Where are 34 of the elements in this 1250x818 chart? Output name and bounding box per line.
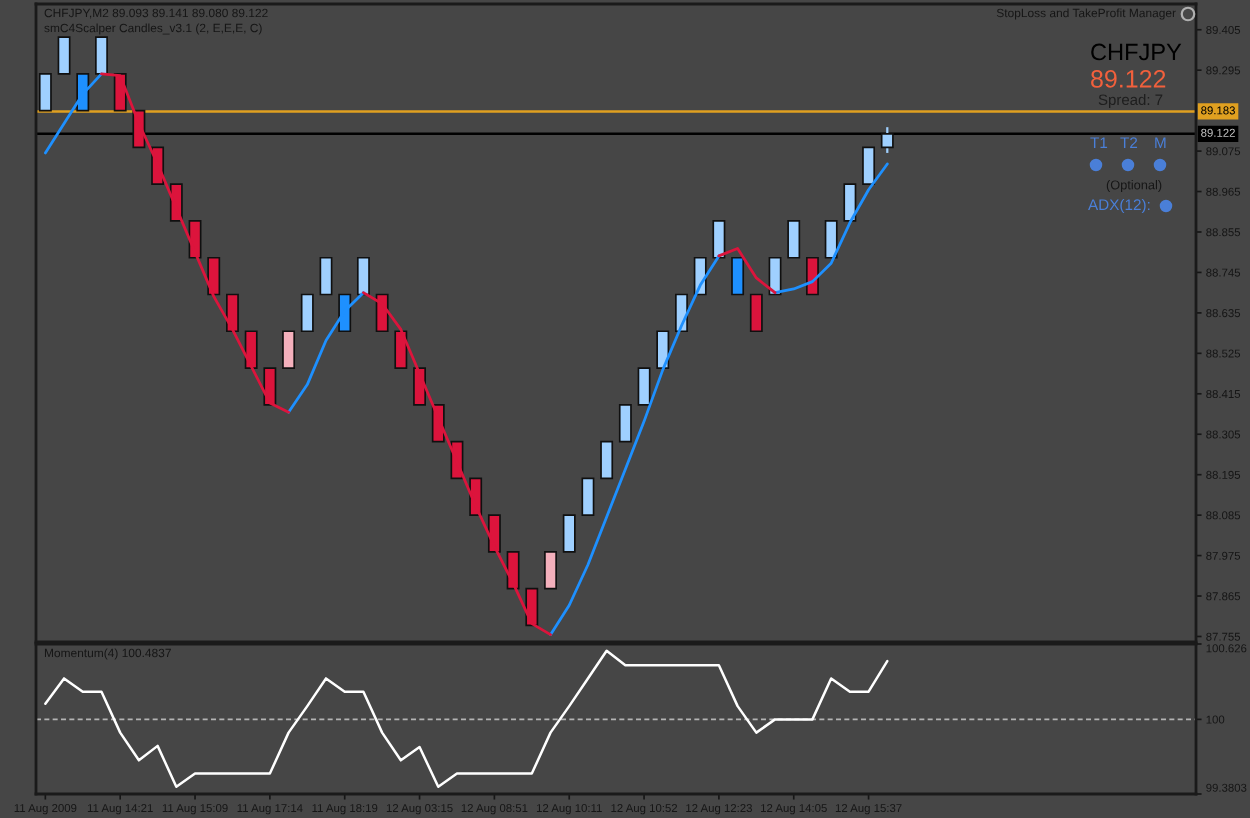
candlestick: [95, 36, 108, 75]
candlestick: [843, 183, 857, 222]
candlestick: [207, 256, 221, 296]
candlestick: [656, 330, 670, 369]
annotation: CHFJPY: [1091, 43, 1182, 61]
candlestick: [300, 293, 314, 333]
candlestick: [413, 367, 426, 406]
candlestick: [824, 220, 838, 259]
candlestick: [282, 330, 296, 369]
candlestick: [319, 256, 333, 296]
candlestick: [600, 440, 614, 480]
candlestick: [618, 403, 632, 443]
candlestick: [244, 330, 258, 369]
candlestick: [562, 514, 576, 553]
candlestick: [787, 220, 801, 259]
candlestick: [731, 256, 745, 296]
candlestick: [226, 293, 239, 333]
candlestick: [263, 367, 277, 406]
candlestick: [880, 126, 894, 155]
candlestick: [712, 220, 726, 259]
annotation: 89.122: [1091, 70, 1166, 88]
candlestick: [862, 146, 876, 186]
candlestick: [57, 36, 71, 75]
candlestick: [581, 477, 595, 516]
candlestick: [637, 367, 651, 406]
candlestick: [487, 514, 501, 553]
candlestick: [544, 551, 557, 590]
candlestick: [749, 293, 763, 333]
candlestick: [506, 551, 520, 590]
candlestick: [375, 293, 389, 333]
candlestick: [394, 330, 408, 369]
candlestick: [806, 256, 819, 296]
line-series: [44, 649, 889, 789]
candlestick: [356, 256, 370, 296]
